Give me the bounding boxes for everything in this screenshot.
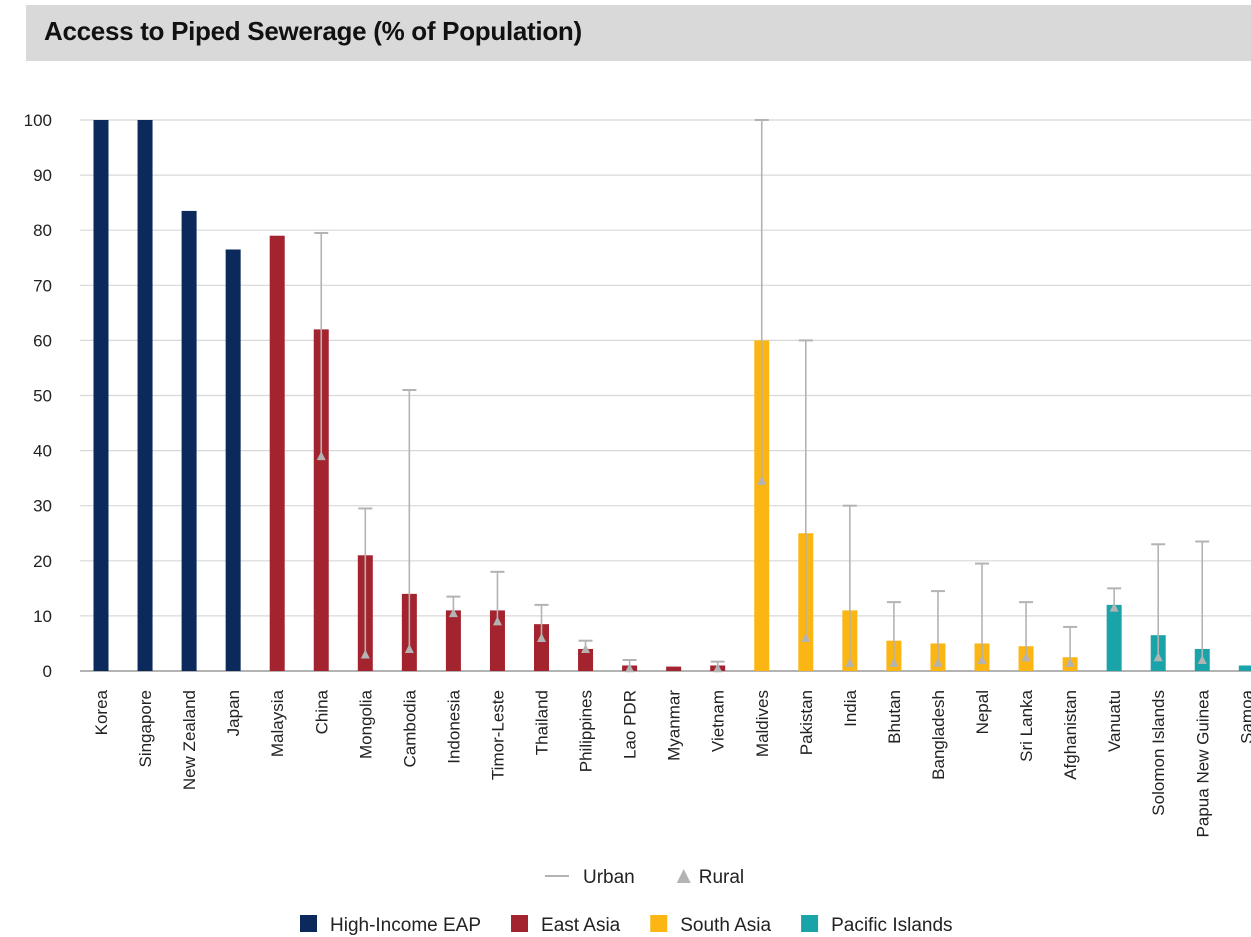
rural-marker-maldives bbox=[757, 475, 767, 485]
y-tick-label-80: 80 bbox=[33, 221, 52, 240]
y-tick-label-100: 100 bbox=[24, 111, 52, 130]
x-tick-label-vanuatu: Vanuatu bbox=[1105, 690, 1124, 752]
bar-japan bbox=[225, 249, 241, 672]
x-tick-label-china: China bbox=[312, 689, 331, 734]
x-tick-label-nepal: Nepal bbox=[973, 690, 992, 734]
y-tick-label-40: 40 bbox=[33, 442, 52, 461]
bar-korea bbox=[93, 120, 109, 671]
x-tick-label-mongolia: Mongolia bbox=[356, 689, 375, 759]
rural-marker-thailand bbox=[537, 632, 546, 642]
bar-indonesia bbox=[445, 610, 461, 671]
rural-marker-sri-lanka bbox=[1021, 652, 1031, 662]
bar-samoa bbox=[1238, 665, 1251, 671]
bar-singapore bbox=[137, 120, 153, 671]
bar-myanmar bbox=[666, 666, 682, 671]
legend-east-asia-label: East Asia bbox=[541, 915, 621, 936]
x-tick-label-maldives: Maldives bbox=[753, 690, 772, 757]
x-tick-label-sri-lanka: Sri Lanka bbox=[1017, 689, 1036, 761]
x-tick-label-new-zealand: New Zealand bbox=[180, 690, 199, 790]
rural-marker-timor-leste bbox=[492, 616, 502, 626]
legend-high-income-eap-label: High-Income EAP bbox=[330, 915, 481, 936]
rural-marker-afghanistan bbox=[1065, 657, 1075, 667]
rural-marker-lao-pdr bbox=[625, 663, 635, 673]
gridlines bbox=[80, 119, 1251, 672]
bar-china bbox=[313, 329, 329, 671]
title-bar bbox=[26, 5, 1251, 61]
rural-marker-mongolia bbox=[360, 649, 370, 659]
bar-thailand bbox=[534, 624, 549, 671]
bar-vanuatu bbox=[1106, 604, 1122, 671]
x-tick-label-solomon-islands: Solomon Islands bbox=[1149, 690, 1168, 816]
rural-marker-vietnam bbox=[713, 663, 723, 673]
y-tick-label-50: 50 bbox=[33, 387, 52, 406]
legend: Urban Rural High-Income EAP East Asia South … bbox=[300, 867, 953, 936]
x-tick-label-malaysia: Malaysia bbox=[268, 689, 287, 757]
legend-swatch-south-asia bbox=[650, 915, 668, 932]
x-tick-label-bhutan: Bhutan bbox=[885, 690, 904, 744]
rural-marker-cambodia bbox=[404, 643, 414, 653]
x-tick-label-indonesia: Indonesia bbox=[444, 689, 463, 763]
x-tick-label-cambodia: Cambodia bbox=[400, 689, 419, 767]
rural-marker-vanuatu bbox=[1109, 602, 1119, 612]
legend-urban-label: Urban bbox=[583, 867, 635, 888]
x-tick-label-korea: Korea bbox=[92, 689, 111, 735]
bars bbox=[93, 120, 1251, 672]
y-tick-label-10: 10 bbox=[33, 607, 52, 626]
legend-pacific-islands-label: Pacific Islands bbox=[831, 915, 952, 936]
rural-marker-nepal bbox=[977, 654, 987, 664]
bar-new-zealand bbox=[181, 210, 197, 672]
legend-swatch-high-income-eap bbox=[300, 915, 317, 932]
x-tick-label-papua-new-guinea: Papua New Guinea bbox=[1193, 689, 1212, 837]
x-tick-label-bangladesh: Bangladesh bbox=[929, 690, 948, 780]
legend-rural-label: Rural bbox=[699, 867, 744, 888]
rural-marker-india bbox=[845, 657, 855, 667]
x-tick-label-india: India bbox=[841, 689, 860, 726]
y-tick-label-0: 0 bbox=[43, 662, 52, 681]
rural-marker-pakistan bbox=[801, 632, 811, 642]
y-tick-label-60: 60 bbox=[33, 331, 52, 350]
x-tick-label-thailand: Thailand bbox=[533, 690, 552, 755]
urban-rural-ranges bbox=[314, 119, 1210, 673]
y-tick-label-70: 70 bbox=[33, 276, 52, 295]
x-tick-label-lao-pdr: Lao PDR bbox=[621, 690, 640, 759]
y-axis: 0 10 20 30 40 50 60 70 80 90 100 bbox=[24, 111, 52, 681]
y-tick-label-90: 90 bbox=[33, 166, 52, 185]
legend-rural-swatch bbox=[676, 869, 691, 883]
legend-swatch-east-asia bbox=[511, 915, 529, 932]
bar-malaysia bbox=[269, 235, 285, 671]
legend-swatch-pacific-islands bbox=[801, 915, 819, 932]
rural-marker-philippines bbox=[581, 643, 591, 653]
bar-philippines bbox=[578, 648, 594, 671]
bar-timor-leste bbox=[489, 610, 505, 671]
legend-south-asia-label: South Asia bbox=[680, 915, 771, 936]
rural-marker-china bbox=[316, 451, 326, 461]
rural-marker-indonesia bbox=[448, 608, 458, 618]
chart-title: Access to Piped Sewerage (% of Populatio… bbox=[44, 16, 582, 46]
x-tick-label-afghanistan: Afghanistan bbox=[1061, 690, 1080, 780]
bar-maldives bbox=[754, 340, 770, 671]
rural-marker-bangladesh bbox=[933, 657, 943, 667]
x-tick-label-pakistan: Pakistan bbox=[797, 690, 816, 755]
x-tick-label-singapore: Singapore bbox=[136, 690, 155, 768]
rural-marker-bhutan bbox=[889, 657, 899, 667]
x-axis: Korea Singapore New Zealand Japan Malaysia Ch… bbox=[92, 689, 1251, 837]
x-tick-label-myanmar: Myanmar bbox=[665, 690, 684, 761]
x-tick-label-japan: Japan bbox=[224, 690, 243, 736]
x-tick-label-vietnam: Vietnam bbox=[709, 690, 728, 752]
rural-marker-papua-new-guinea bbox=[1197, 654, 1207, 664]
x-tick-label-samoa: Samoa bbox=[1237, 689, 1251, 743]
y-tick-label-30: 30 bbox=[33, 497, 52, 516]
x-tick-label-timor-leste: Timor-Leste bbox=[488, 690, 507, 780]
x-tick-label-philippines: Philippines bbox=[577, 690, 596, 772]
rural-marker-solomon-islands bbox=[1153, 652, 1163, 662]
y-tick-label-20: 20 bbox=[33, 552, 52, 571]
